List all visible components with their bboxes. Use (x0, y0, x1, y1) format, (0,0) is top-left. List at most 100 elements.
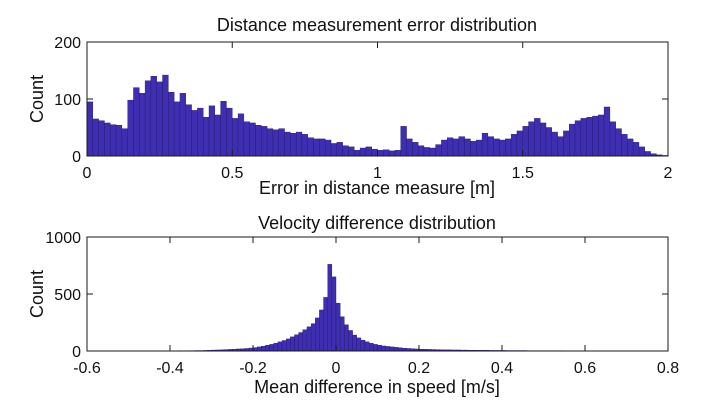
histogram-bar (319, 138, 326, 157)
histogram-bar (389, 346, 395, 352)
axes-frame (86, 41, 669, 157)
histogram-bar (127, 99, 134, 157)
histogram-bar (598, 114, 605, 157)
x-tick-label: 0.2 (408, 360, 430, 377)
plot-area (86, 236, 669, 352)
histogram-bar (360, 339, 366, 352)
histogram-bar (458, 136, 465, 157)
y-tick-label: 0 (72, 149, 81, 166)
histogram-bar (252, 347, 258, 352)
histogram-bar (150, 75, 157, 157)
histogram-bar (243, 121, 250, 157)
histogram-bar (441, 139, 448, 157)
histogram-bar (232, 118, 239, 157)
histogram-bar (371, 148, 378, 157)
histogram-bar (278, 128, 285, 157)
histogram-bar (464, 138, 471, 157)
histogram-bar (86, 101, 94, 157)
histogram-bar (603, 106, 611, 157)
histogram-bar (313, 138, 320, 157)
histogram-bar (110, 124, 117, 157)
histogram-bar (563, 130, 570, 157)
histogram-bar (284, 131, 291, 157)
histogram-bar (144, 80, 152, 157)
histogram-bar (294, 334, 299, 352)
histogram-bar (609, 121, 616, 157)
histogram-bar (481, 132, 489, 157)
histogram-bar (344, 324, 349, 352)
histogram-bar (342, 145, 349, 157)
x-tick-label: 1.5 (512, 165, 534, 182)
histogram-bar (499, 139, 506, 157)
x-axis-ticks: 0 0.5 1 1.5 2 (83, 42, 673, 182)
histogram-bar (627, 138, 634, 157)
histogram-bar (435, 144, 442, 157)
histogram-bar (295, 131, 303, 157)
y-tick-label: 0 (72, 344, 81, 361)
histogram-bar (168, 91, 175, 157)
y-tick-label: 1000 (45, 230, 81, 247)
histogram-bar (493, 138, 500, 157)
axes-frame (86, 236, 669, 352)
histogram-bar (269, 344, 274, 352)
histogram-bar (557, 136, 564, 157)
histogram-bar (516, 130, 523, 157)
histogram-bar (644, 151, 651, 157)
histogram-bar (534, 118, 541, 157)
velocity-difference-histogram: Velocity difference distribution 0 500 100… (27, 213, 679, 397)
histogram-bar (377, 345, 382, 352)
histogram-bar (632, 142, 640, 157)
histogram-bar (92, 118, 99, 157)
histogram-bar (220, 101, 227, 157)
histogram-bar (266, 128, 274, 157)
x-tick-label: 0.6 (574, 360, 596, 377)
histogram-bar (354, 150, 361, 157)
histogram-bar (310, 323, 316, 352)
histogram-bar (383, 149, 390, 157)
chart-title: Distance measurement error distribution (217, 15, 537, 35)
histogram-bar (505, 138, 512, 157)
x-tick-label: 0.8 (657, 360, 679, 377)
distance-error-histogram: Distance measurement error distribution … (27, 15, 673, 198)
histogram-bar (115, 125, 123, 157)
y-tick-label: 200 (54, 35, 81, 52)
histogram-bar (173, 101, 181, 157)
y-axis-label: Count (27, 270, 47, 318)
histogram-bar (359, 147, 367, 157)
histogram-bar (290, 132, 297, 157)
histogram-bar (452, 138, 460, 157)
histogram-bar (202, 117, 210, 157)
histogram-bar (323, 297, 328, 352)
y-tick-label: 100 (54, 92, 81, 109)
y-axis-label: Count (27, 75, 47, 123)
histogram-bar (470, 140, 477, 157)
histogram-bar (208, 105, 216, 157)
histogram-bar (162, 74, 169, 157)
histogram-bar (325, 139, 332, 157)
histogram-bar (592, 115, 599, 157)
histogram-bar (214, 114, 221, 157)
x-tick-label: 0 (332, 360, 341, 377)
histogram-bar (580, 118, 587, 157)
histogram-bar (249, 122, 256, 157)
histogram-bar (179, 93, 186, 157)
histogram-bar (476, 139, 483, 157)
histogram-bar (539, 122, 547, 157)
x-tick-label: 0 (83, 165, 92, 182)
histogram-bar (615, 128, 622, 157)
x-tick-label: 1 (373, 165, 382, 182)
histogram-bar (429, 147, 436, 157)
histogram-bar (281, 340, 287, 352)
histogram-bar (365, 146, 372, 157)
x-tick-label: -0.4 (156, 360, 184, 377)
histogram-bar (388, 150, 396, 157)
histogram-bar (393, 347, 399, 352)
histogram-bar (306, 326, 312, 352)
bar-group (86, 74, 669, 157)
histogram-bar (197, 107, 204, 157)
histogram-bar (447, 137, 454, 157)
histogram-bar (139, 93, 146, 157)
histogram-bar (569, 123, 576, 157)
histogram-bar (339, 316, 345, 352)
